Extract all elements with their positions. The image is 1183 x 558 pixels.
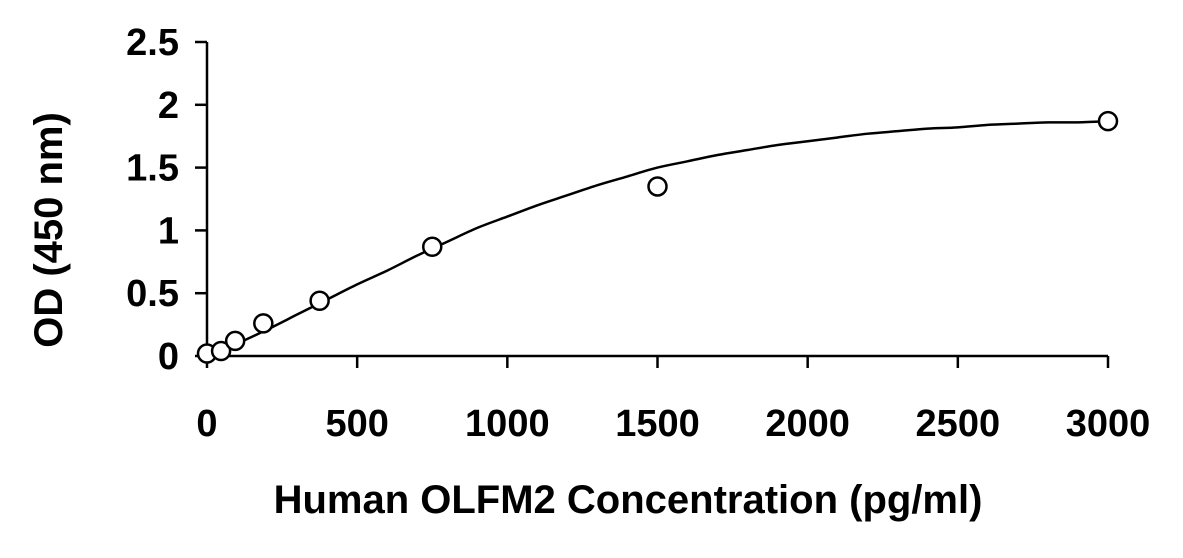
- fit-curve: [206, 119, 1109, 355]
- data-point: [224, 330, 246, 352]
- y-tick-label: 1.5: [126, 148, 179, 190]
- y-tick-label: 0.5: [126, 273, 179, 315]
- x-axis-title: Human OLFM2 Concentration (pg/ml): [274, 478, 983, 522]
- y-axis-title: OD (450 nm): [27, 112, 71, 348]
- data-point: [647, 176, 668, 197]
- x-tick-label: 0: [196, 403, 217, 445]
- y-tick-label: 2.5: [126, 22, 179, 64]
- x-tick-label: 2000: [765, 403, 850, 445]
- x-tick-label: 3000: [1066, 403, 1151, 445]
- x-tick-label: 2500: [916, 403, 1001, 445]
- tick-labels-layer: 0 0.5 1 1.5 2 2.5 0 500 1000 1500 2000 2500 3000: [126, 22, 1150, 445]
- data-point: [422, 236, 443, 257]
- x-tick-label: 1000: [465, 403, 550, 445]
- fit-curve-layer: [206, 119, 1109, 355]
- y-tick-label: 1: [158, 210, 179, 252]
- y-tick-label: 2: [158, 85, 179, 127]
- data-point: [1097, 110, 1119, 132]
- data-points-layer: [196, 110, 1119, 364]
- axes-layer: [195, 40, 1110, 368]
- x-tick-label: 1500: [615, 403, 700, 445]
- data-point: [253, 313, 274, 334]
- x-tick-label: 500: [325, 403, 388, 445]
- data-point: [309, 290, 330, 311]
- data-point: [210, 340, 232, 362]
- y-tick-label: 0: [158, 336, 179, 378]
